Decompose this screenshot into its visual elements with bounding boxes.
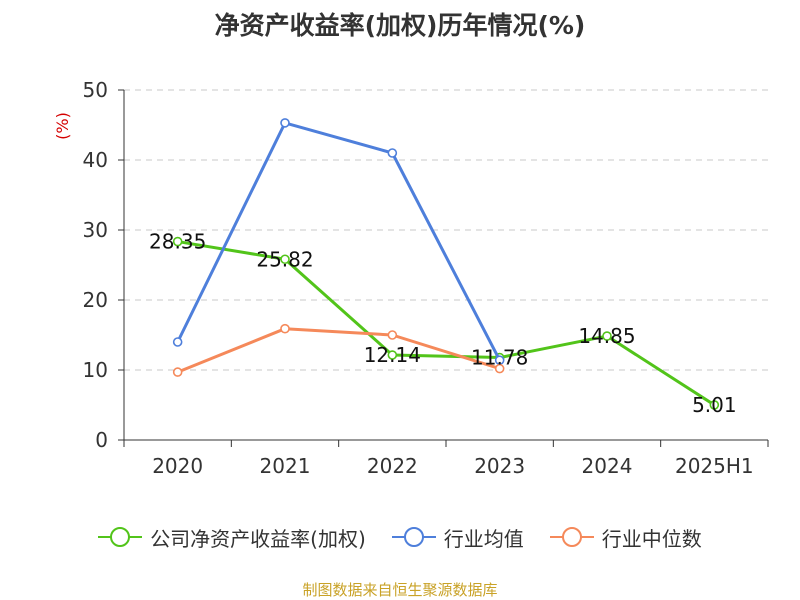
x-tick-label: 2025H1 (675, 454, 754, 478)
x-tick-label: 2021 (260, 454, 311, 478)
x-tick-label: 2023 (474, 454, 525, 478)
y-tick-label: 0 (95, 428, 108, 452)
y-tick-label: 10 (83, 358, 108, 382)
series-line (177, 240, 716, 407)
x-tick-label: 2020 (152, 454, 203, 478)
y-tick-label: 50 (83, 78, 108, 102)
data-point (280, 323, 290, 334)
data-label: 5.01 (692, 393, 737, 417)
data-label: 14.85 (578, 324, 635, 348)
legend-label: 公司净资产收益率(加权) (150, 526, 366, 551)
data-point (172, 337, 183, 347)
data-point (280, 118, 290, 128)
y-axis-label: (%) (53, 112, 72, 140)
legend: 公司净资产收益率(加权) 行业均值 行业中位数 (0, 520, 800, 554)
data-label: 12.14 (364, 343, 421, 367)
data-point (387, 148, 398, 158)
data-point (172, 367, 183, 377)
data-point (387, 350, 398, 360)
legend-label: 行业中位数 (601, 526, 702, 551)
data-label: 28.35 (149, 230, 206, 254)
data-label: 25.82 (256, 247, 313, 271)
grid-layer (124, 89, 768, 371)
data-point (494, 363, 505, 374)
series-layer (172, 118, 720, 410)
y-tick-label: 40 (83, 148, 108, 172)
legend-item: 行业均值 (391, 523, 524, 552)
data-label-layer: 28.35 25.82 12.14 11.78 14.85 5.01 (149, 230, 737, 417)
legend-marker-icon (98, 527, 143, 547)
chart-title: 净资产收益率(加权)历年情况(%) (214, 11, 586, 40)
legend-label: 行业均值 (443, 526, 524, 551)
legend-item: 行业中位数 (549, 523, 702, 552)
data-point (709, 400, 720, 410)
data-label: 11.78 (471, 346, 528, 370)
x-tick-label: 2024 (582, 454, 633, 478)
axis-layer: 0 10 20 30 40 50 (%) 2020 2021 2022 2023 2024 2025H1 (53, 78, 769, 478)
legend-marker-icon (549, 527, 594, 547)
series-line (177, 327, 501, 374)
series-line (176, 121, 501, 361)
data-point (602, 331, 612, 341)
y-tick-label: 20 (83, 288, 108, 312)
legend-item: 公司净资产收益率(加权) (98, 523, 366, 552)
x-tick-label: 2022 (367, 454, 418, 478)
source-note: 制图数据来自恒生聚源数据库 (302, 581, 498, 599)
legend-marker-icon (391, 527, 436, 547)
data-point (280, 254, 290, 265)
data-point (172, 236, 183, 247)
data-point (387, 330, 398, 340)
y-tick-label: 30 (83, 218, 108, 242)
